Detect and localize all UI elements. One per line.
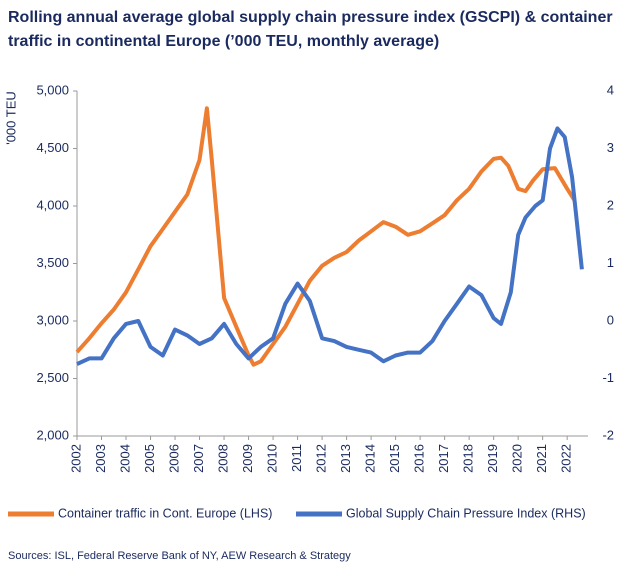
x-tick-label: 2020 [510,444,525,473]
y2-tick-label: 4 [607,82,614,97]
y-tick-label: 3,500 [36,255,69,270]
x-tick-label: 2018 [461,444,476,473]
x-tick-label: 2007 [191,444,206,473]
series-line [75,106,577,367]
y-tick-label: 2,500 [36,370,69,385]
series-line [76,126,584,366]
x-tick-label: 2013 [338,444,353,473]
legend-label: Global Supply Chain Pressure Index (RHS) [346,506,586,520]
x-tick-label: 2011 [289,444,304,472]
legend-label: Container traffic in Cont. Europe (LHS) [58,506,272,520]
y2-tick-label: 1 [607,255,614,270]
y-tick-label: 5,000 [36,82,69,97]
source: Sources: ISL, Federal Reserve Bank of NY… [8,550,351,562]
x-tick-label: 2006 [166,444,181,473]
y-tick-label: 3,000 [36,312,69,327]
x-tick-label: 2012 [314,444,329,473]
x-tick-label: 2010 [265,444,280,473]
chart-title: Rolling annual average global supply cha… [8,9,613,50]
x-tick-label: 2014 [363,444,378,473]
y2-tick-label: 0 [607,312,614,327]
y2-tick-label: -2 [602,427,614,442]
x-tick-label: 2004 [117,444,132,473]
y-tick-label: 2,000 [36,427,69,442]
x-tick-label: 2016 [412,444,427,473]
x-tick-label: 2015 [387,444,402,473]
x-tick-label: 2017 [436,444,451,473]
y2-tick-label: 3 [607,140,614,155]
x-tick-label: 2022 [559,444,574,473]
y-tick-label: 4,500 [36,140,69,155]
x-tick-label: 2002 [68,444,83,473]
y-axis-label: '000 TEU [3,91,18,145]
x-tick-label: 2008 [215,444,230,473]
x-tick-label: 2019 [485,444,500,473]
y2-tick-label: 2 [607,197,614,212]
x-tick-label: 2005 [142,444,157,473]
x-tick-label: 2009 [240,444,255,473]
y-tick-label: 4,000 [36,197,69,212]
y2-tick-label: -1 [602,370,614,385]
x-tick-label: 2003 [93,444,108,473]
x-tick-label: 2021 [534,444,549,473]
